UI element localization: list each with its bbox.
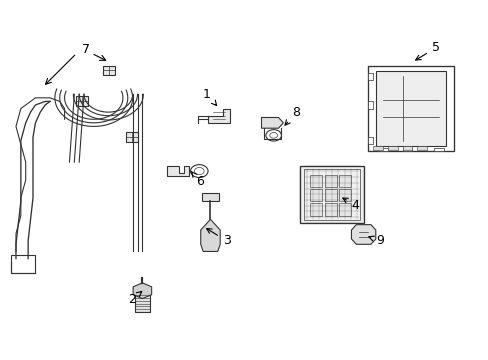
Text: 4: 4 [342, 198, 359, 212]
Bar [433, 148, 443, 152]
Polygon shape [351, 225, 375, 244]
Bar [375, 71, 446, 146]
Bar [309, 189, 322, 202]
Text: 1: 1 [203, 88, 216, 105]
Text: 3: 3 [206, 229, 230, 247]
Text: 2: 2 [127, 292, 142, 306]
FancyBboxPatch shape [75, 96, 87, 107]
Polygon shape [166, 166, 188, 176]
Polygon shape [201, 219, 220, 251]
Bar [368, 73, 372, 80]
Bar [201, 193, 219, 202]
Bar [339, 203, 351, 216]
Text: 7: 7 [81, 43, 89, 56]
Text: 8: 8 [285, 106, 300, 125]
Bar [324, 189, 336, 202]
Bar [324, 203, 336, 216]
Bar [339, 189, 351, 202]
FancyBboxPatch shape [125, 132, 138, 142]
Bar [416, 146, 426, 150]
Bar [300, 166, 363, 223]
Bar [11, 255, 35, 273]
Polygon shape [207, 109, 229, 123]
Bar [387, 146, 397, 150]
Polygon shape [133, 283, 151, 298]
Bar [372, 146, 382, 150]
Text: 5: 5 [415, 41, 439, 60]
Bar [368, 102, 372, 109]
Bar [377, 148, 387, 152]
Bar [324, 175, 336, 187]
Bar [135, 294, 149, 312]
Bar [339, 175, 351, 187]
Bar [402, 146, 411, 150]
Bar [304, 168, 359, 220]
Bar [368, 137, 372, 144]
Text: 6: 6 [191, 171, 203, 188]
Polygon shape [261, 117, 283, 128]
FancyBboxPatch shape [103, 66, 115, 75]
Bar [309, 175, 322, 187]
Bar [368, 66, 453, 152]
Text: 9: 9 [368, 234, 383, 247]
Bar [402, 148, 411, 152]
Bar [309, 203, 322, 216]
